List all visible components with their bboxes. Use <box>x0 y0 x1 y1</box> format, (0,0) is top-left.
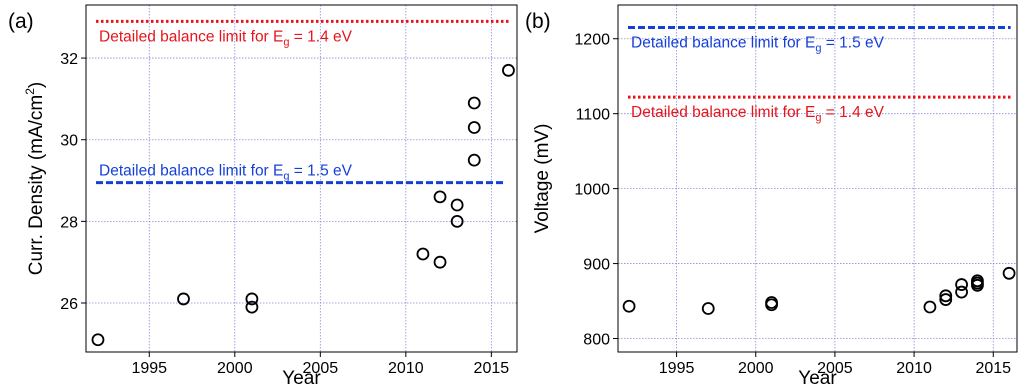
limit-label-subscript: g <box>283 171 289 183</box>
data-point <box>765 298 778 312</box>
data-point <box>939 293 953 306</box>
x-tick-label: 1995 <box>131 360 167 377</box>
x-tick-label: 2000 <box>738 360 774 377</box>
y-axis-title: Voltage (mV) <box>532 124 553 234</box>
plot-frame <box>85 4 518 353</box>
y-tick-label: 1200 <box>574 32 610 49</box>
data-point <box>91 333 105 347</box>
y-tick-label: 1100 <box>576 107 611 124</box>
data-point <box>1002 266 1016 280</box>
data-point <box>245 292 259 306</box>
x-tick-label: 1995 <box>659 360 695 377</box>
x-tick-label: 2010 <box>896 360 932 377</box>
y-tick-label: 800 <box>583 332 610 349</box>
data-point <box>433 190 447 204</box>
y-tick-label: 32 <box>60 51 78 68</box>
limit-line-label: Detailed balance limit for Eg = 1.5 eV <box>99 163 353 183</box>
y-axis-title: Curr. Density (mA/cm2) <box>23 82 47 276</box>
x-tick-label: 2010 <box>388 360 424 377</box>
y-axis-title-superscript: 2 <box>23 88 37 95</box>
data-point <box>955 285 968 299</box>
panel-a: 1995 2000 2005 2010 2015 26 28 30 32 Detailed bal… <box>8 4 518 389</box>
x-tick-label: 2005 <box>817 360 853 377</box>
limit-label-main: Detailed balance limit for E <box>99 28 283 45</box>
limit-label-value: = 1.5 eV <box>822 34 885 51</box>
y-tick-label: 26 <box>60 296 78 313</box>
y-axis-title-end: ) <box>26 82 47 88</box>
data-point <box>939 289 953 303</box>
y-tick-label: 1000 <box>574 182 610 199</box>
data-point <box>177 292 190 306</box>
data-point <box>971 274 984 288</box>
limit-label-value: = 1.4 eV <box>822 104 885 121</box>
data-point <box>622 299 636 313</box>
panel-label: (b) <box>525 10 551 33</box>
data-point <box>450 198 464 212</box>
panel-b: 1995 2000 2005 2010 2015 800 900 1000 1100 1200 De… <box>525 4 1018 389</box>
plot-frame <box>617 4 1018 353</box>
limit-label-subscript: g <box>283 36 289 48</box>
limit-label-value: = 1.4 eV <box>290 28 353 45</box>
limit-label-main: Detailed balance limit for E <box>631 104 815 121</box>
data-point <box>923 300 937 314</box>
limit-label-subscript: g <box>815 42 821 54</box>
y-tick-label: 28 <box>60 214 78 231</box>
limit-label-main: Detailed balance limit for E <box>99 163 283 180</box>
data-point <box>467 121 481 134</box>
x-axis-title: Year <box>282 368 321 389</box>
x-tick-label: 2015 <box>474 360 510 377</box>
data-point <box>701 302 715 315</box>
data-point <box>450 214 464 228</box>
data-point <box>433 255 447 269</box>
data-point <box>955 278 968 291</box>
data-point <box>467 96 481 110</box>
limit-label-value: = 1.5 eV <box>290 163 353 180</box>
data-point <box>467 153 481 167</box>
limit-label-subscript: g <box>815 112 821 124</box>
limit-label-main: Detailed balance limit for E <box>631 34 815 51</box>
panel-label: (a) <box>8 10 34 33</box>
limit-line-label: Detailed balance limit for Eg = 1.4 eV <box>99 28 353 48</box>
y-tick-label: 30 <box>60 133 78 150</box>
x-tick-label: 2000 <box>217 360 253 377</box>
y-axis-title-main: Curr. Density (mA/cm <box>26 95 47 276</box>
limit-line-label: Detailed balance limit for Eg = 1.5 eV <box>631 34 885 54</box>
data-point <box>416 247 430 261</box>
y-axis-title-main: Voltage (mV) <box>532 124 553 234</box>
data-point <box>502 63 515 77</box>
x-tick-label: 2005 <box>303 360 339 377</box>
data-point <box>245 300 259 314</box>
x-axis-title: Year <box>798 368 837 389</box>
y-tick-label: 900 <box>583 257 610 274</box>
limit-line-label: Detailed balance limit for Eg = 1.4 eV <box>631 104 885 124</box>
x-tick-label: 2015 <box>975 360 1011 377</box>
